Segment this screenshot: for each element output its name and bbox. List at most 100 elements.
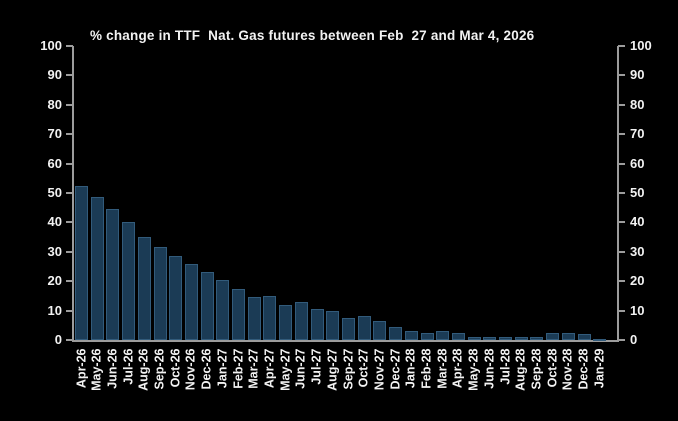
x-tick-label: Jun-28 [482, 348, 497, 389]
y-tick-left [66, 221, 73, 224]
x-tick-label: Jul-28 [498, 348, 513, 385]
bar-may-26 [91, 197, 104, 340]
bar-mar-27 [248, 297, 261, 340]
y-tick-right [618, 250, 625, 253]
x-tick-label: Feb-28 [419, 348, 434, 389]
x-tick-label: Jan-27 [215, 348, 230, 388]
x-tick-label: Oct-28 [545, 348, 560, 387]
y-tick-label-left: 10 [47, 302, 62, 318]
bar-may-27 [279, 305, 292, 340]
x-tick-label: Sep-26 [152, 348, 167, 389]
y-tick-label-right: 90 [630, 67, 645, 83]
y-tick-left [66, 133, 73, 136]
bar-jun-27 [295, 302, 308, 340]
y-tick-left [66, 74, 73, 77]
y-axis-left [72, 46, 74, 342]
x-tick-label: Apr-28 [450, 348, 465, 388]
x-tick-label: Mar-28 [435, 348, 450, 389]
y-tick-left [66, 45, 73, 47]
bar-feb-28 [421, 333, 434, 340]
y-tick-right [618, 309, 625, 312]
bar-jul-28 [499, 337, 512, 340]
y-tick-label-right: 100 [630, 38, 652, 53]
bar-oct-26 [169, 256, 182, 340]
x-tick-label: Jan-28 [403, 348, 418, 388]
x-tick-label: Mar-27 [246, 348, 261, 389]
bar-may-28 [468, 337, 481, 340]
bar-mar-28 [436, 331, 449, 340]
x-tick-label: Jun-26 [105, 348, 120, 389]
x-tick-label: Oct-27 [356, 348, 371, 387]
bar-jul-27 [311, 309, 324, 340]
x-tick-label: Apr-27 [262, 348, 277, 388]
chart-title: % change in TTF Nat. Gas futures between… [90, 28, 535, 43]
y-tick-right [618, 192, 625, 194]
bar-sep-27 [342, 318, 355, 340]
y-tick-label-left: 80 [47, 96, 62, 112]
bar-apr-28 [452, 333, 465, 340]
x-tick-label: Aug-26 [136, 348, 151, 391]
y-tick-right [618, 74, 625, 77]
bar-jul-26 [122, 222, 135, 340]
bar-jun-26 [106, 209, 119, 340]
x-tick-label: Dec-28 [576, 348, 591, 389]
x-tick-label: Jun-27 [293, 348, 308, 389]
bar-nov-27 [373, 321, 386, 340]
x-tick-label: Nov-27 [372, 348, 387, 390]
y-tick-right [618, 45, 625, 47]
bar-sep-26 [154, 247, 167, 340]
x-axis [72, 340, 619, 342]
bar-oct-27 [358, 316, 371, 340]
y-tick-right [618, 103, 625, 106]
x-tick-label: Dec-26 [199, 348, 214, 389]
bar-aug-27 [326, 311, 339, 340]
y-axis-right [617, 46, 619, 342]
y-tick-label-left: 60 [47, 155, 62, 171]
y-tick-right [618, 280, 625, 283]
bar-oct-28 [546, 333, 559, 340]
x-tick-label: May-28 [466, 348, 481, 391]
y-tick-label-left: 90 [47, 67, 62, 83]
y-tick-left [66, 162, 73, 165]
x-tick-label: May-27 [278, 348, 293, 391]
y-tick-left [66, 250, 73, 253]
y-tick-label-right: 80 [630, 96, 645, 112]
y-tick-label-right: 0 [630, 332, 638, 347]
y-tick-label-right: 70 [630, 126, 645, 142]
bar-dec-27 [389, 327, 402, 340]
y-tick-left [66, 309, 73, 312]
bar-aug-28 [515, 337, 528, 340]
x-tick-label: Sep-28 [529, 348, 544, 389]
y-tick-label-right: 10 [630, 302, 645, 318]
x-tick-label: Nov-28 [560, 348, 575, 390]
y-tick-label-right: 50 [630, 185, 645, 200]
y-tick-label-right: 40 [630, 214, 645, 230]
x-tick-label: Feb-27 [231, 348, 246, 389]
y-tick-left [66, 192, 73, 194]
y-tick-label-left: 0 [54, 332, 62, 347]
y-tick-left [66, 103, 73, 106]
bar-nov-26 [185, 264, 198, 340]
y-tick-left [66, 339, 73, 341]
bar-aug-26 [138, 237, 151, 340]
bar-jun-28 [483, 337, 496, 340]
y-tick-label-right: 20 [630, 273, 645, 289]
y-tick-label-left: 70 [47, 126, 62, 142]
y-tick-right [618, 133, 625, 136]
y-tick-right [618, 221, 625, 224]
y-tick-label-left: 30 [47, 243, 62, 259]
y-tick-left [66, 280, 73, 283]
y-tick-label-right: 30 [630, 243, 645, 259]
bar-nov-28 [562, 333, 575, 340]
x-tick-label: Jul-26 [121, 348, 136, 385]
bar-jan-29 [593, 339, 606, 341]
x-tick-label: May-26 [89, 348, 104, 391]
bar-dec-28 [578, 334, 591, 340]
y-tick-label-left: 100 [40, 38, 62, 53]
bar-sep-28 [530, 337, 543, 340]
bar-apr-27 [263, 296, 276, 340]
x-tick-label: Nov-26 [183, 348, 198, 390]
x-tick-label: Apr-26 [74, 348, 89, 388]
x-tick-label: Aug-27 [325, 348, 340, 391]
